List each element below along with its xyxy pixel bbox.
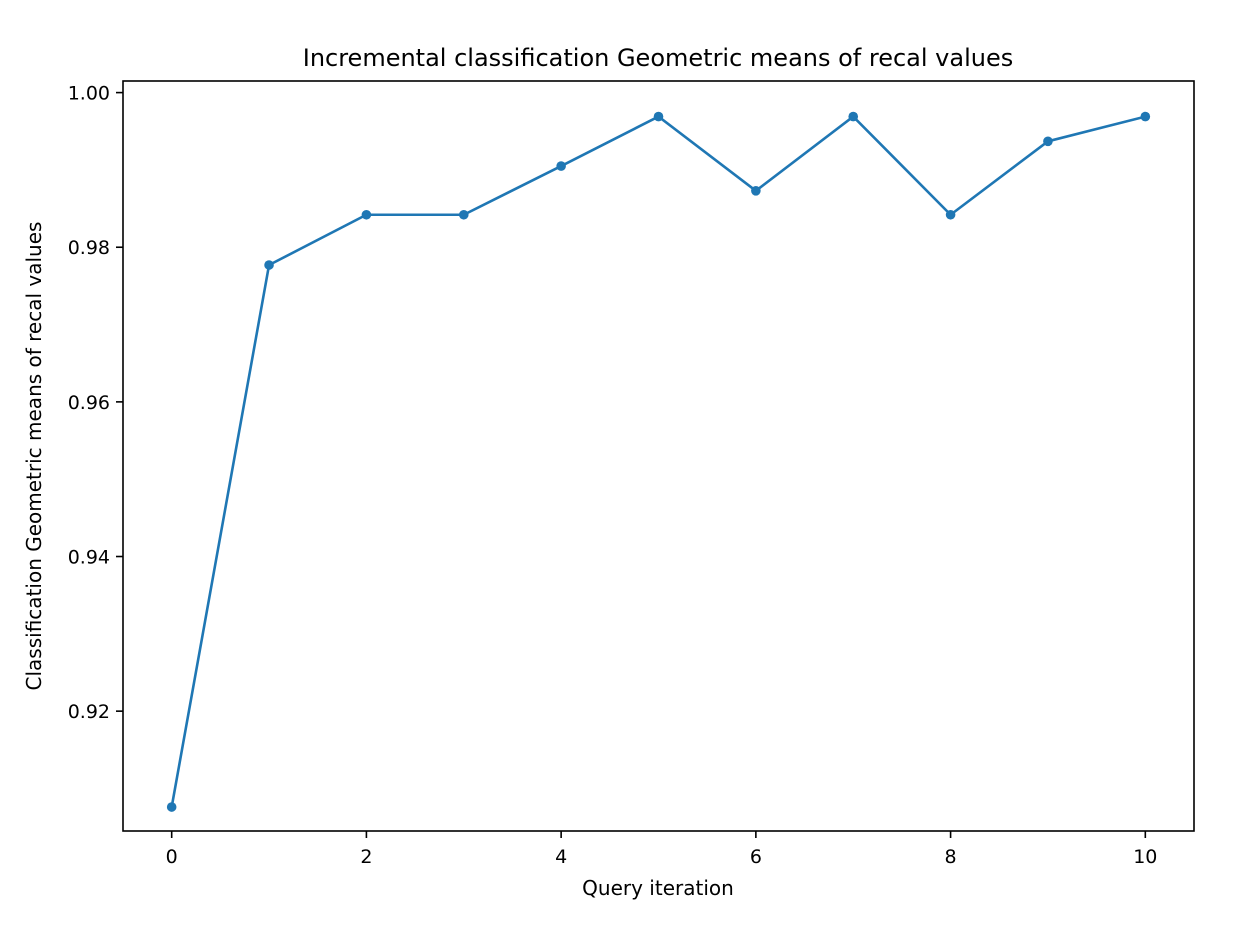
data-point xyxy=(264,260,274,270)
plot-frame xyxy=(122,80,1195,832)
data-point xyxy=(1043,136,1053,147)
data-point xyxy=(458,209,469,220)
chart-title: Incremental classification Geometric mea… xyxy=(303,44,1014,72)
series-line xyxy=(170,115,1147,809)
data-point xyxy=(361,209,372,220)
x-tick-label: 0 xyxy=(166,846,178,868)
y-tick-label: 0.92 xyxy=(68,701,110,723)
y-tick-label: 0.94 xyxy=(68,547,110,569)
x-tick-label: 10 xyxy=(1133,846,1157,868)
y-tick-label: 0.96 xyxy=(68,392,110,414)
data-point xyxy=(166,802,177,812)
plot-area: 0 2 4 6 8 10 0.92 0.94 0.96 0.98 1.00 xyxy=(68,80,1195,868)
x-tick-label: 2 xyxy=(360,846,372,868)
y-tick-label: 1.00 xyxy=(68,83,110,105)
x-tick-label: 8 xyxy=(945,846,957,868)
y-axis-label: Classification Geometric means of recal … xyxy=(22,222,46,691)
data-point xyxy=(556,161,566,171)
x-axis-label: Query iteration xyxy=(582,876,734,900)
data-point xyxy=(1140,111,1151,122)
x-tick-label: 6 xyxy=(750,846,762,868)
x-tick-label: 4 xyxy=(555,846,567,868)
data-point xyxy=(653,111,664,122)
data-point xyxy=(751,185,761,196)
data-point xyxy=(945,209,956,220)
y-tick-label: 0.98 xyxy=(68,237,110,259)
data-point xyxy=(848,111,859,122)
